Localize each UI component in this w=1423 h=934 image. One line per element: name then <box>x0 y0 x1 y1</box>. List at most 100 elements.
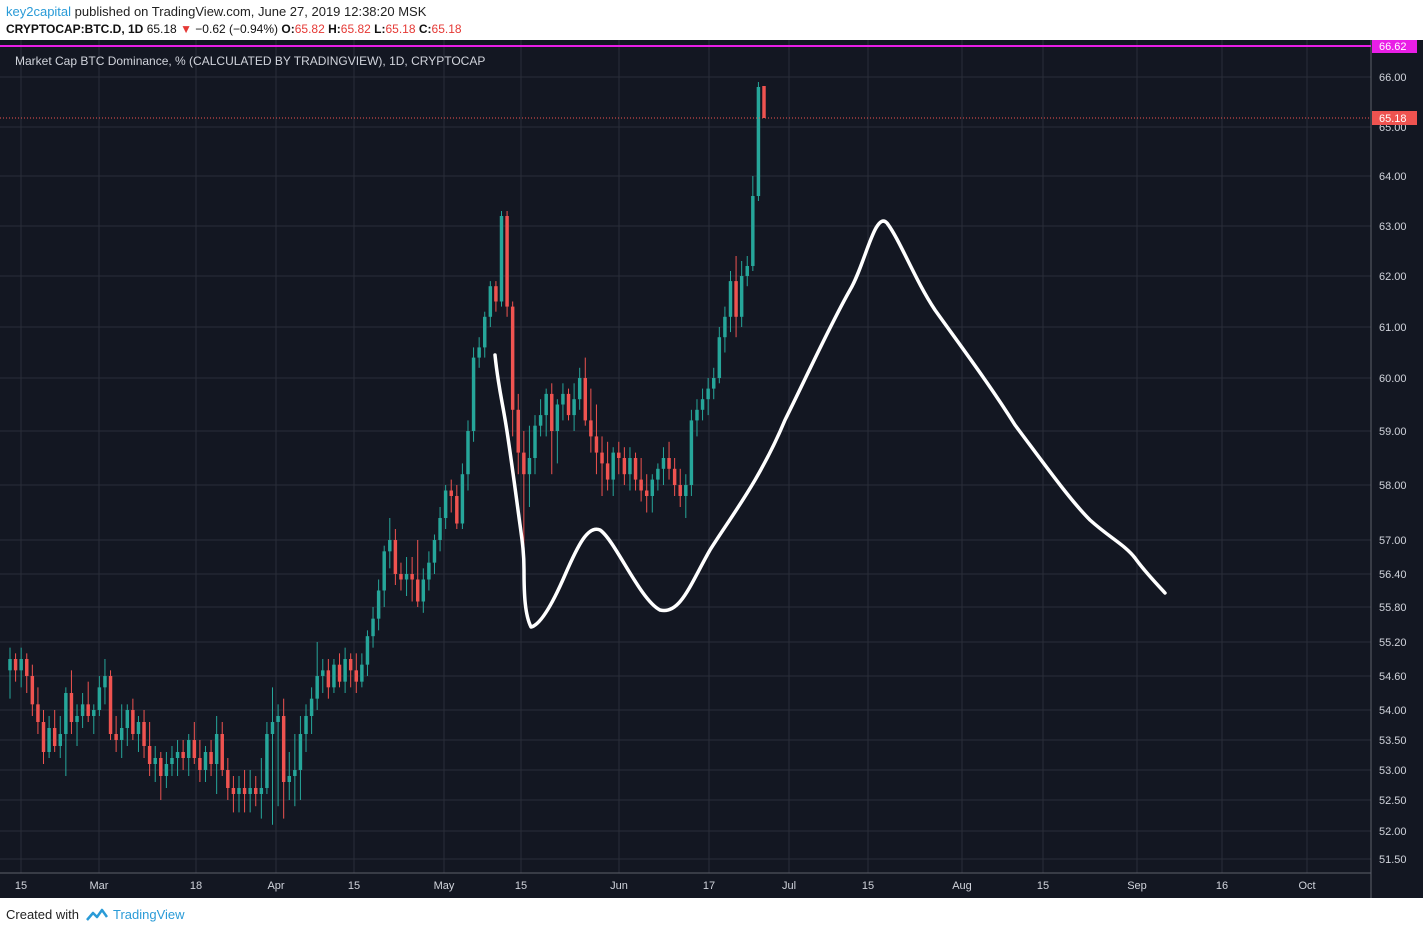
candle-body <box>360 664 364 682</box>
candle-body <box>248 788 252 794</box>
chart[interactable]: 66.0065.0064.0063.0062.0061.0060.0059.00… <box>0 40 1423 898</box>
candle-body <box>712 378 716 389</box>
candle-body <box>125 710 130 728</box>
candle <box>672 458 677 496</box>
candle <box>421 568 426 613</box>
candle-body <box>376 590 381 619</box>
candle <box>47 716 51 758</box>
candle <box>510 301 515 437</box>
high-label: H: <box>328 22 341 36</box>
candle <box>108 670 113 740</box>
candle-body <box>259 788 264 794</box>
candle-body <box>633 458 638 480</box>
candle-body <box>231 788 236 794</box>
candle-body <box>214 734 219 764</box>
candle <box>382 545 386 607</box>
candle <box>684 474 688 518</box>
time-tick-label: 17 <box>703 880 715 892</box>
candle <box>354 653 359 693</box>
time-axis[interactable]: 15 Mar 18 Apr 15 May 15 Jun 17 Jul 15 Aug 15 Sep 16 Oct <box>15 880 1316 892</box>
time-tick-label: Oct <box>1298 880 1315 892</box>
candle-body <box>644 490 649 496</box>
candle <box>58 716 62 758</box>
candle <box>226 758 230 800</box>
price-tick-label: 57.00 <box>1379 535 1407 547</box>
candle <box>566 388 571 421</box>
candle <box>488 281 493 327</box>
candle <box>337 653 342 688</box>
candle <box>371 607 375 648</box>
candle <box>287 752 291 800</box>
candle <box>365 630 370 676</box>
candle <box>499 211 504 307</box>
candle <box>460 463 465 529</box>
candle <box>8 647 12 699</box>
series-title: Market Cap BTC Dominance, % (CALCULATED … <box>15 54 485 68</box>
candle-body <box>270 722 275 734</box>
candle-body <box>488 286 493 317</box>
candle-body <box>80 704 85 716</box>
candle-body <box>589 420 593 437</box>
candle <box>734 256 738 338</box>
candle <box>728 271 733 333</box>
footer: Created with TradingView <box>6 907 185 922</box>
candle-body <box>471 357 476 431</box>
time-tick-label: Jun <box>610 880 628 892</box>
candle <box>583 357 588 426</box>
candle <box>751 176 755 271</box>
candle <box>399 562 403 591</box>
candle-body <box>203 752 208 770</box>
freehand-drawing[interactable] <box>493 219 1167 629</box>
candle-body <box>477 347 481 358</box>
candle-body <box>483 316 487 348</box>
tradingview-link[interactable]: TradingView <box>113 907 185 922</box>
candle-body <box>276 716 280 722</box>
candle <box>471 347 476 442</box>
candle <box>678 468 682 507</box>
candle <box>611 447 615 496</box>
price-axis[interactable]: 66.0065.0064.0063.0062.0061.0060.0059.00… <box>1372 40 1417 866</box>
candle-body <box>762 86 766 118</box>
candle-body <box>706 388 710 400</box>
candle <box>343 647 347 693</box>
candle-body <box>449 490 453 496</box>
candle <box>622 447 627 485</box>
candle <box>561 383 565 421</box>
publish-info: key2capital published on TradingView.com… <box>6 4 426 19</box>
price-tick-label: 56.40 <box>1379 569 1407 581</box>
price-tick-label: 64.00 <box>1379 171 1407 183</box>
candle-body <box>550 393 554 431</box>
candle <box>326 659 331 699</box>
candle-body <box>159 758 163 776</box>
candle <box>103 659 107 705</box>
candle-body <box>739 276 744 317</box>
author-link[interactable]: key2capital <box>6 4 72 19</box>
candle-body <box>30 676 35 705</box>
candle <box>745 256 749 287</box>
candle <box>639 458 643 502</box>
candle <box>248 770 252 813</box>
candle-body <box>52 728 57 746</box>
candle-body <box>25 659 29 676</box>
candle <box>220 722 224 776</box>
candle <box>298 716 303 800</box>
candle-body <box>41 722 46 752</box>
candle-body <box>466 431 470 475</box>
candle-body <box>298 734 303 770</box>
candle-body <box>533 425 537 458</box>
candle-body <box>103 676 107 688</box>
candle <box>170 746 174 776</box>
candle <box>281 698 286 819</box>
candle <box>214 716 219 794</box>
candle-body <box>47 728 51 752</box>
candle <box>360 653 364 688</box>
candle <box>695 399 699 437</box>
candle-body <box>594 436 599 453</box>
candle-body <box>388 540 392 552</box>
candle-body <box>281 716 286 782</box>
candle-body <box>315 676 319 699</box>
candle-body <box>427 562 431 580</box>
candle <box>617 441 621 475</box>
candle-body <box>611 452 615 480</box>
candle-body <box>684 485 688 496</box>
